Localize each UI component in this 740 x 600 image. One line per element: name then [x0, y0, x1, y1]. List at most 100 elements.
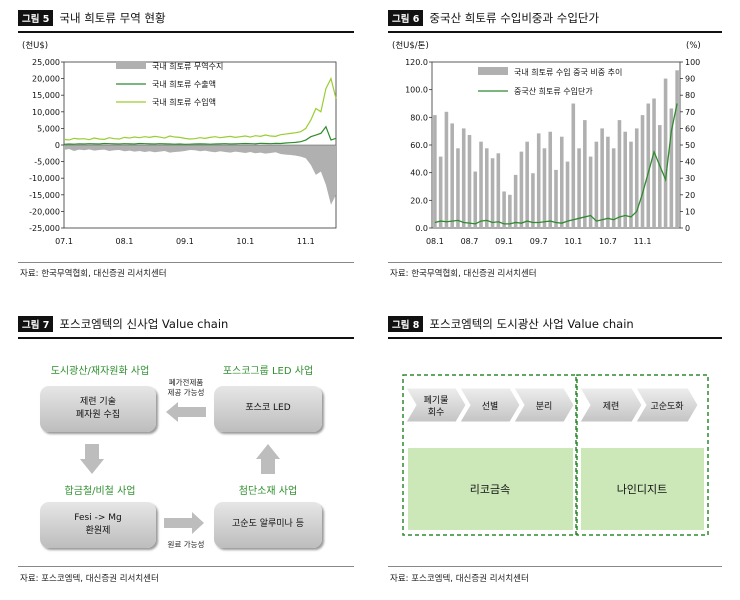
fig5-ytick-label: -5,000: [34, 158, 60, 167]
fig6-bar: [577, 148, 581, 228]
fig7-box-recycling-line2: 폐자원 수집: [75, 410, 121, 420]
fig6-ytick-left-label: 80.0: [410, 113, 428, 122]
fig6-bar: [583, 120, 587, 228]
fig7-top-rule: [18, 337, 354, 339]
fig5-series-import: [63, 76, 337, 141]
fig8-bottom-rule: [388, 566, 722, 567]
fig6-top-rule: [388, 31, 722, 33]
fig5-ytick-label: 0: [55, 141, 60, 150]
fig6-bar: [513, 174, 518, 228]
fig5-ytick-label: -10,000: [29, 174, 60, 183]
fig6-bar: [525, 141, 529, 228]
fig6-bar: [675, 70, 679, 228]
fig5-ytick-label: 20,000: [32, 75, 60, 84]
fig8-step-sorting: [459, 387, 521, 423]
fig6-bar: [669, 108, 674, 228]
fig6-ytick-right-label: 30: [685, 174, 695, 183]
fig5-ytick-label: 25,000: [32, 58, 60, 67]
fig8-step-collection-label: 폐기물: [424, 394, 449, 406]
fig6-chart: (천U$/톤) (%) 120.0 100.0 80.0 60.0 40.0 20.0 0.0 1…: [392, 40, 701, 246]
fig6-xtick-label: 09.7: [530, 237, 548, 246]
fig8-step-smelting-label: 제련: [603, 401, 620, 412]
fig7-title: 포스코엠텍의 신사업 Value chain: [59, 317, 229, 331]
fig6-xtick-label: 10.7: [599, 237, 617, 246]
fig8-box-ricoh: [408, 448, 573, 530]
fig7-box-alloy-line1: Fesi -> Mg: [74, 512, 122, 523]
fig6-ytick-left-label: 40.0: [410, 169, 428, 178]
fig6-xtick-label: 10.1: [564, 237, 582, 246]
fig6-bar: [519, 151, 524, 228]
fig8-box-ninedigit: [581, 448, 704, 530]
fig6-bar: [502, 191, 506, 228]
fig5-ytick-label: 10,000: [32, 108, 60, 117]
fig6-ytick-right-label: 100: [685, 58, 700, 67]
fig5-xtick-label: 09.1: [176, 237, 194, 246]
fig6-bar: [640, 115, 645, 228]
fig6-bar: [467, 135, 472, 228]
fig8-step-separation: [513, 387, 575, 423]
fig6-ytick-right-label: 40: [685, 158, 695, 167]
fig6-legend-price: 중국산 희토류 수입단가: [514, 86, 593, 96]
fig6-bar: [554, 169, 558, 228]
fig6-tag: 그림 6: [388, 10, 424, 26]
fig5-xtick-label: 10.1: [236, 237, 254, 246]
fig5-xtick-label: 07.1: [55, 237, 73, 246]
fig6-bar: [490, 158, 495, 228]
fig5-xtick-label: 08.1: [116, 237, 134, 246]
fig7-box-led-label: 포스코 LED: [245, 403, 291, 414]
fig7-box-material: 고순도 알루미나 등: [214, 502, 322, 548]
fig6-bottom-rule: [388, 262, 722, 263]
fig6-ytick-right-label: 20: [685, 191, 695, 200]
fig7-arrow-up-icon: [256, 444, 280, 474]
fig6-bar: [542, 148, 547, 228]
fig7-source: 자료: 포스코엠텍, 대신증권 리서치센터: [20, 574, 159, 584]
fig6-bar: [438, 156, 443, 228]
fig6-bar: [629, 141, 633, 228]
fig8-group-left: [402, 374, 577, 536]
fig6-bar: [450, 123, 454, 228]
fig6-xtick-label: 09.1: [495, 237, 513, 246]
fig5-series-export: [63, 125, 337, 145]
fig6-bar: [594, 141, 599, 228]
fig6-bar: [508, 194, 512, 228]
fig6-bar: [611, 148, 616, 228]
fig7-note-appliances: 폐가전제품 제공 가능성: [160, 378, 212, 398]
fig6-bar: [461, 128, 466, 228]
fig5-ytick-label: -15,000: [29, 191, 60, 200]
fig5-legend-export: 국내 희토류 수출액: [152, 79, 216, 89]
fig8-group-right: [576, 374, 709, 536]
fig6-xtick-label: 08.7: [461, 237, 479, 246]
fig8-header: 그림 8 포스코엠텍의 도시광산 사업 Value chain: [388, 316, 634, 332]
fig6-xtick-label: 08.1: [426, 237, 444, 246]
fig7-head-recycling: 도시광산/재자원화 사업: [50, 366, 150, 377]
fig6-bar: [496, 153, 501, 228]
fig8-step-collection-label: 회수: [428, 407, 445, 418]
fig6-bar: [456, 148, 460, 228]
fig7-bottom-rule: [18, 566, 354, 567]
fig5-tag: 그림 5: [18, 10, 54, 26]
fig8-title: 포스코엠텍의 도시광산 사업 Value chain: [429, 317, 634, 331]
fig6-unit-left: (천U$/톤): [392, 40, 429, 51]
fig6-bar: [536, 133, 541, 228]
fig6-bar: [479, 141, 483, 228]
fig6-ytick-left-label: 120.0: [405, 58, 428, 67]
fig6-ytick-left-label: 0.0: [415, 224, 428, 233]
fig6-ytick-right-label: 60: [685, 124, 695, 133]
fig6-title: 중국산 희토류 수입비중과 수입단가: [429, 11, 600, 25]
fig6-ytick-right-label: 0: [685, 224, 690, 233]
fig8-step-collection: [405, 387, 467, 423]
fig6-ytick-right-label: 70: [685, 108, 695, 117]
fig5-bottom-rule: [18, 262, 354, 263]
fig5-unit-label: (천U$): [22, 40, 48, 51]
fig6-bar: [485, 148, 489, 228]
fig7-box-alloy: Fesi -> Mg 환원제: [40, 502, 156, 548]
fig7-head-material: 첨단소재 사업: [238, 486, 298, 497]
fig6-bar: [444, 111, 449, 228]
fig6-xtick-label: 11.1: [634, 237, 652, 246]
fig6-source: 자료: 한국무역협회, 대신증권 리서치센터: [390, 269, 537, 279]
fig7-arrow-down-icon: [80, 444, 104, 474]
fig5-legend-swatch: [116, 61, 146, 69]
fig7-head-alloy: 합금철/비철 사업: [64, 486, 136, 497]
